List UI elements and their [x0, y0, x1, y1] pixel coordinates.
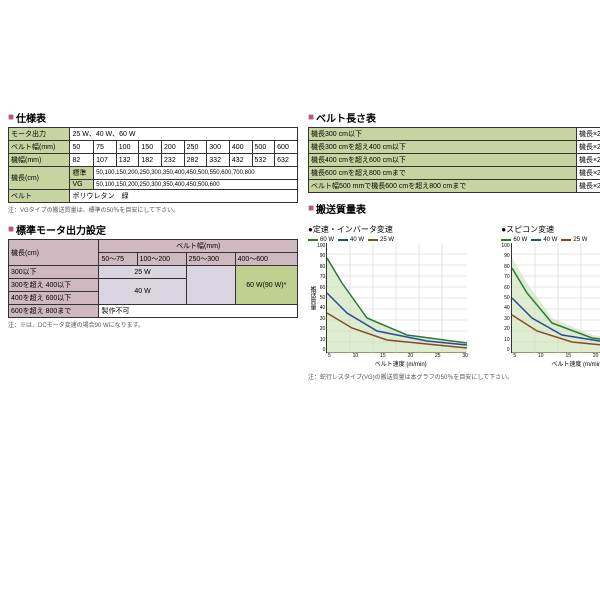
transport-header: ■ 搬送質量表 — [308, 201, 600, 216]
transport-note: 注：蛇行レスタイプ(VG)の搬送質量は本グラフの50％を目安にして下さい。 — [308, 372, 600, 381]
spec-table-header: ■ 仕様表 — [8, 110, 298, 125]
chart2-title: ●スピコン変速 — [501, 224, 600, 235]
chart1 — [326, 243, 466, 353]
belt-length-header: ■ ベルト長さ表 単位：mm — [308, 110, 600, 125]
chart2 — [511, 243, 600, 353]
bullet-icon: ■ — [8, 224, 14, 235]
bullet-icon: ■ — [308, 112, 314, 123]
motor-table: 機長(cm)ベルト幅(mm) 50～75100～200250～300400～60… — [8, 239, 298, 318]
charts-container: ●定速・インバータ変速 60 W40 W25 W 搬送質量 1009080706… — [308, 220, 600, 368]
bullet-icon: ■ — [308, 203, 314, 214]
belt-length-table: 機長300 cm以下機長×2＋225 機長300 cmを超え400 cm以下機長… — [308, 127, 600, 193]
bullet-icon: ■ — [8, 112, 14, 123]
spec-table-title: 仕様表 — [16, 110, 46, 125]
spec-note: 注：VGタイプの搬送質量は、標準の50％を目安にして下さい。 — [8, 205, 298, 214]
transport-title: 搬送質量表 — [316, 201, 366, 216]
motor-note: 注：※は、DCモータ変速の場合90 Wになります。 — [8, 320, 298, 329]
motor-title: 標準モータ出力設定 — [16, 222, 106, 237]
spec-table: モータ出力25 W、40 W、60 W ベルト幅(mm) 50751001502… — [8, 127, 298, 203]
belt-length-title: ベルト長さ表 — [316, 110, 376, 125]
chart1-title: ●定速・インバータ変速 — [308, 224, 493, 235]
chart1-wrap: ●定速・インバータ変速 60 W40 W25 W 搬送質量 1009080706… — [308, 220, 493, 368]
chart2-wrap: ●スピコン変速 60 W40 W25 W 1009080706050403020… — [501, 220, 600, 368]
motor-header: ■ 標準モータ出力設定 — [8, 222, 298, 237]
